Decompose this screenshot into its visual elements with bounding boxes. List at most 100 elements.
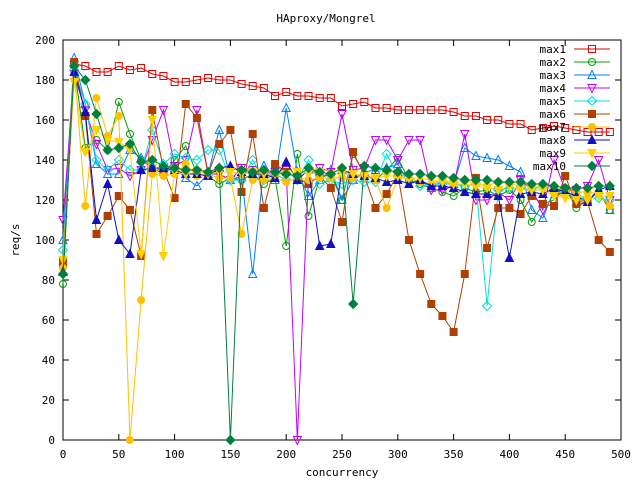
data-point-max10 (202, 166, 214, 178)
data-point-max7 (237, 230, 246, 238)
data-point-max7 (81, 202, 90, 210)
data-point-max2 (304, 212, 313, 220)
data-point-max5 (214, 144, 225, 156)
data-point-max6 (92, 230, 101, 238)
data-point-max9 (359, 172, 370, 182)
data-point-max1 (527, 126, 536, 134)
data-point-max6 (605, 248, 614, 256)
legend-label: max4 (540, 82, 567, 95)
legend-label: max9 (540, 147, 567, 160)
data-point-max4 (292, 436, 303, 446)
data-point-max10 (370, 162, 381, 174)
y-tick-label: 0 (48, 434, 55, 447)
legend-item-max7: max7 (540, 121, 610, 134)
data-point-max5 (191, 154, 203, 166)
x-axis: 0 50 100 150 200 250 300 350 400 450 500 (60, 40, 631, 461)
series-max10 (57, 60, 616, 446)
x-tick-label: 500 (611, 448, 631, 461)
series-group (57, 52, 616, 446)
data-point-max8 (471, 188, 481, 198)
data-point-max1 (170, 78, 179, 86)
data-point-max1 (204, 74, 213, 82)
y-tick-label: 140 (35, 154, 55, 167)
data-point-max2 (125, 130, 134, 138)
data-point-max10 (247, 166, 258, 178)
data-point-max10 (504, 176, 515, 188)
data-point-max9 (80, 148, 91, 158)
data-point-max1 (371, 104, 380, 112)
data-point-max1 (304, 92, 313, 100)
series-line-max1 (62, 63, 610, 261)
data-point-max6 (271, 160, 280, 168)
data-point-max1 (293, 92, 302, 100)
data-point-max9 (58, 256, 68, 266)
data-point-max6 (404, 236, 413, 244)
data-point-max6 (215, 140, 224, 148)
data-point-max5 (113, 154, 125, 166)
legend-item-max4: max4 (540, 82, 610, 95)
data-point-max6 (449, 328, 458, 336)
data-point-max10 (459, 174, 470, 186)
data-point-max4 (504, 196, 515, 206)
data-point-max9 (605, 192, 615, 202)
data-point-max1 (315, 94, 324, 102)
legend-item-max10: max10 (533, 160, 610, 173)
data-point-max8 (91, 214, 102, 224)
data-point-max3 (504, 160, 515, 170)
data-point-max3 (471, 150, 481, 160)
y-tick-label: 60 (42, 314, 55, 327)
data-point-max10 (80, 74, 91, 86)
data-point-max9 (69, 78, 79, 88)
data-point-max1 (561, 124, 570, 132)
data-point-max10 (392, 166, 404, 178)
data-point-max4 (549, 156, 559, 166)
y-tick-label: 80 (42, 274, 55, 287)
data-point-max4 (102, 166, 113, 176)
data-point-max5 (202, 144, 214, 156)
legend-swatch-marker (588, 110, 596, 118)
y-tick-label: 100 (35, 234, 55, 247)
data-point-max4 (125, 172, 135, 182)
data-point-max10 (68, 60, 80, 72)
data-point-max1 (449, 108, 458, 116)
data-point-max10 (225, 434, 236, 446)
legend-swatch-marker (588, 123, 596, 131)
x-tick-label: 100 (165, 448, 185, 461)
legend-swatch-marker (587, 69, 597, 79)
data-point-max10 (437, 170, 448, 182)
y-tick-label: 20 (42, 394, 55, 407)
data-point-max1 (159, 72, 168, 80)
data-point-max8 (281, 156, 292, 166)
data-point-max4 (91, 140, 102, 150)
data-point-max3 (214, 124, 225, 134)
data-point-max7 (605, 202, 614, 210)
data-point-max4 (381, 136, 392, 146)
data-point-max1 (226, 76, 235, 84)
data-point-max10 (91, 108, 102, 120)
data-point-max10 (258, 164, 270, 176)
data-point-max10 (135, 156, 147, 168)
x-tick-label: 350 (444, 448, 464, 461)
legend-item-max6: max6 (540, 108, 610, 121)
data-point-max1 (215, 76, 224, 84)
data-point-max6 (382, 190, 391, 198)
data-point-max10 (269, 166, 281, 178)
data-point-max10 (336, 162, 348, 174)
data-point-max10 (537, 178, 549, 190)
data-point-max9 (136, 250, 146, 260)
legend-item-max9: max9 (540, 147, 610, 160)
data-point-max5 (169, 148, 180, 160)
x-tick-label: 50 (112, 448, 125, 461)
data-point-max9 (582, 196, 593, 206)
x-tick-label: 200 (276, 448, 296, 461)
data-point-max10 (124, 138, 136, 150)
data-point-max8 (125, 248, 135, 258)
data-point-max9 (102, 136, 113, 146)
data-point-max6 (538, 200, 547, 208)
series-line-max7 (62, 65, 611, 441)
data-point-max5 (381, 148, 392, 160)
data-point-max1 (494, 116, 503, 124)
data-point-max4 (404, 136, 414, 146)
data-point-max6 (494, 204, 503, 212)
